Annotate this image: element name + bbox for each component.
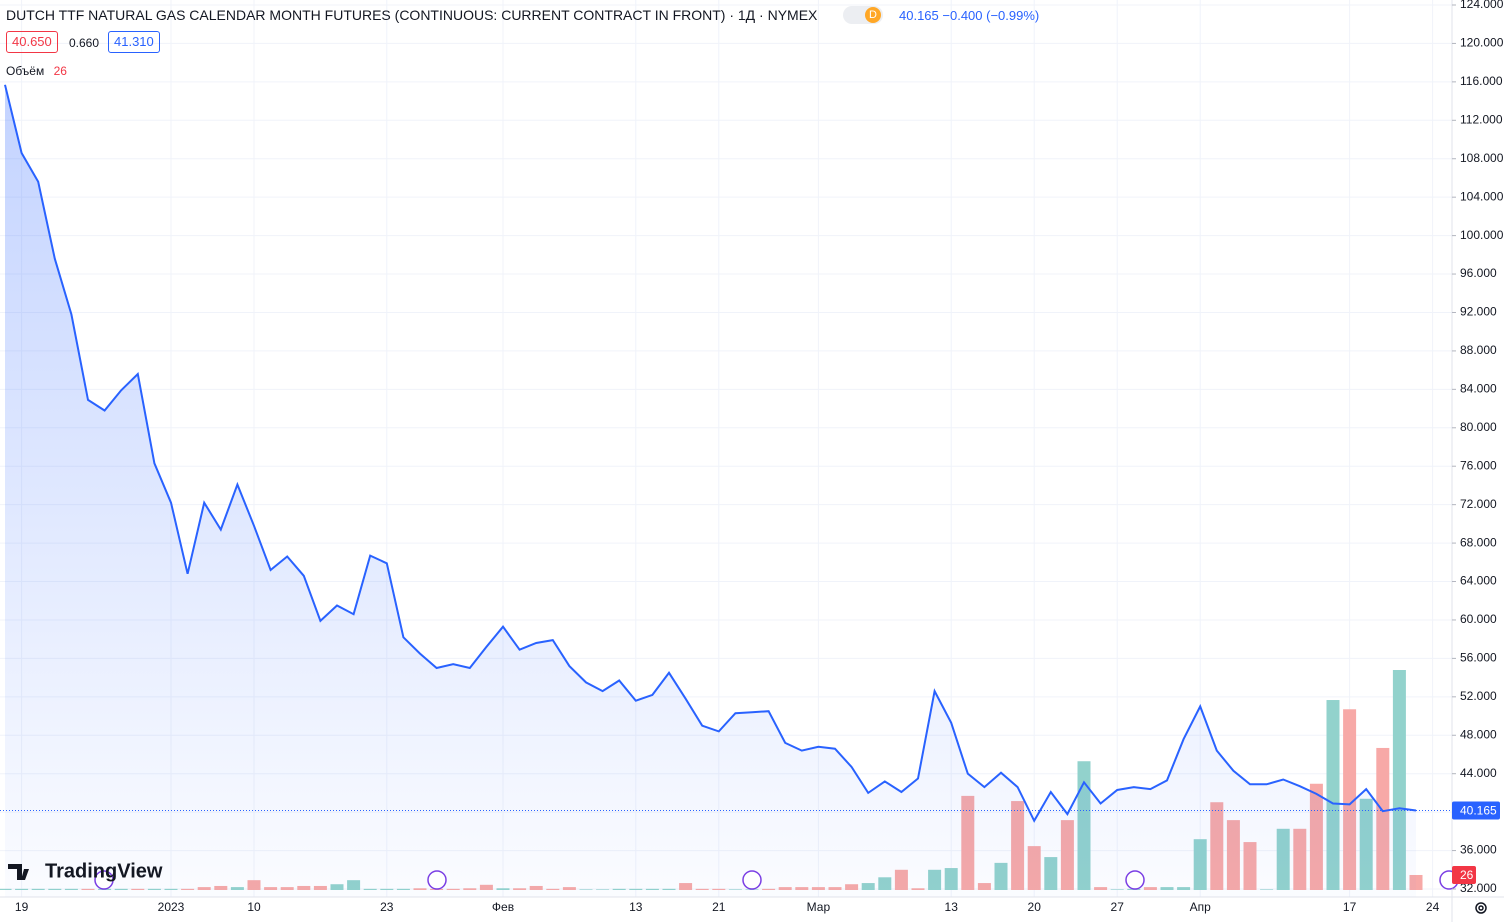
price-line (4, 84, 1417, 823)
y-tick-label: 92.000 (1460, 305, 1497, 319)
price-area (5, 84, 1416, 898)
event-icons[interactable] (94, 870, 1459, 890)
volume-name: Объём (6, 64, 45, 78)
quote: 40.165 −0.400 (−0.99%) (899, 8, 1039, 23)
x-tick-label: 19 (15, 900, 29, 914)
x-tick-label: 21 (712, 900, 726, 914)
y-tick-label: 64.000 (1460, 574, 1497, 588)
x-tick-label: 17 (1343, 900, 1357, 914)
y-tick-label: 120.000 (1460, 36, 1504, 50)
watermark: TradingView (45, 860, 163, 882)
y-tick-label: 56.000 (1460, 651, 1497, 665)
spread: 0.660 (69, 36, 100, 50)
y-tick-label: 60.000 (1460, 612, 1497, 626)
change-percent: (−0.99%) (986, 8, 1040, 23)
y-tick-label: 76.000 (1460, 458, 1497, 472)
y-tick-label: 116.000 (1460, 74, 1503, 88)
y-tick-label: 88.000 (1460, 343, 1497, 357)
x-tick-label: 23 (380, 900, 394, 914)
y-tick-label: 112.000 (1460, 112, 1503, 126)
y-tick-label: 36.000 (1460, 843, 1497, 857)
badge: D (843, 6, 883, 24)
y-tick-label: 96.000 (1460, 266, 1497, 280)
x-tick-label: Мар (807, 900, 831, 914)
volume-last-label: 26 (1460, 868, 1474, 882)
volume-legend: Объём 26 (6, 64, 67, 78)
x-tick-label: 27 (1111, 900, 1125, 914)
settings-icon[interactable] (1475, 902, 1487, 914)
y-tick-label: 32.000 (1460, 881, 1497, 895)
bid[interactable]: 40.650 (6, 31, 58, 53)
y-tick-label: 104.000 (1460, 189, 1504, 203)
last-price-label: 40.165 (1460, 804, 1497, 818)
y-tick-label: 68.000 (1460, 535, 1497, 549)
y-tick-label: 52.000 (1460, 689, 1497, 703)
x-tick-label: 13 (945, 900, 959, 914)
y-tick-label: 80.000 (1460, 420, 1497, 434)
x-tick-label: 20 (1028, 900, 1042, 914)
volume-last-box (1452, 865, 1476, 884)
change: −0.400 (942, 8, 983, 23)
x-tick-label: 13 (629, 900, 643, 914)
x-tick-label: 10 (247, 900, 261, 914)
y-tick-label: 44.000 (1460, 766, 1497, 780)
y-tick-label: 124.000 (1460, 0, 1504, 11)
symbol-title: DUTCH TTF NATURAL GAS CALENDAR MONTH FUT… (6, 7, 818, 23)
ask[interactable]: 41.310 (108, 31, 160, 53)
last-price: 40.165 (899, 8, 939, 23)
y-tick-label: 100.000 (1460, 228, 1504, 242)
x-tick-label: Фев (492, 900, 514, 914)
x-tick-label: 24 (1426, 900, 1440, 914)
last-price-box (1452, 801, 1500, 820)
volume-last: 26 (53, 64, 67, 78)
y-tick-label: 108.000 (1460, 151, 1504, 165)
y-tick-label: 84.000 (1460, 382, 1497, 396)
interval-badge: D (865, 7, 881, 23)
y-tick-label: 72.000 (1460, 497, 1497, 511)
y-tick-label: 48.000 (1460, 727, 1497, 741)
x-tick-label: 2023 (158, 900, 185, 914)
x-tick-label: Апр (1190, 900, 1212, 914)
logo: TradingView (8, 860, 163, 882)
